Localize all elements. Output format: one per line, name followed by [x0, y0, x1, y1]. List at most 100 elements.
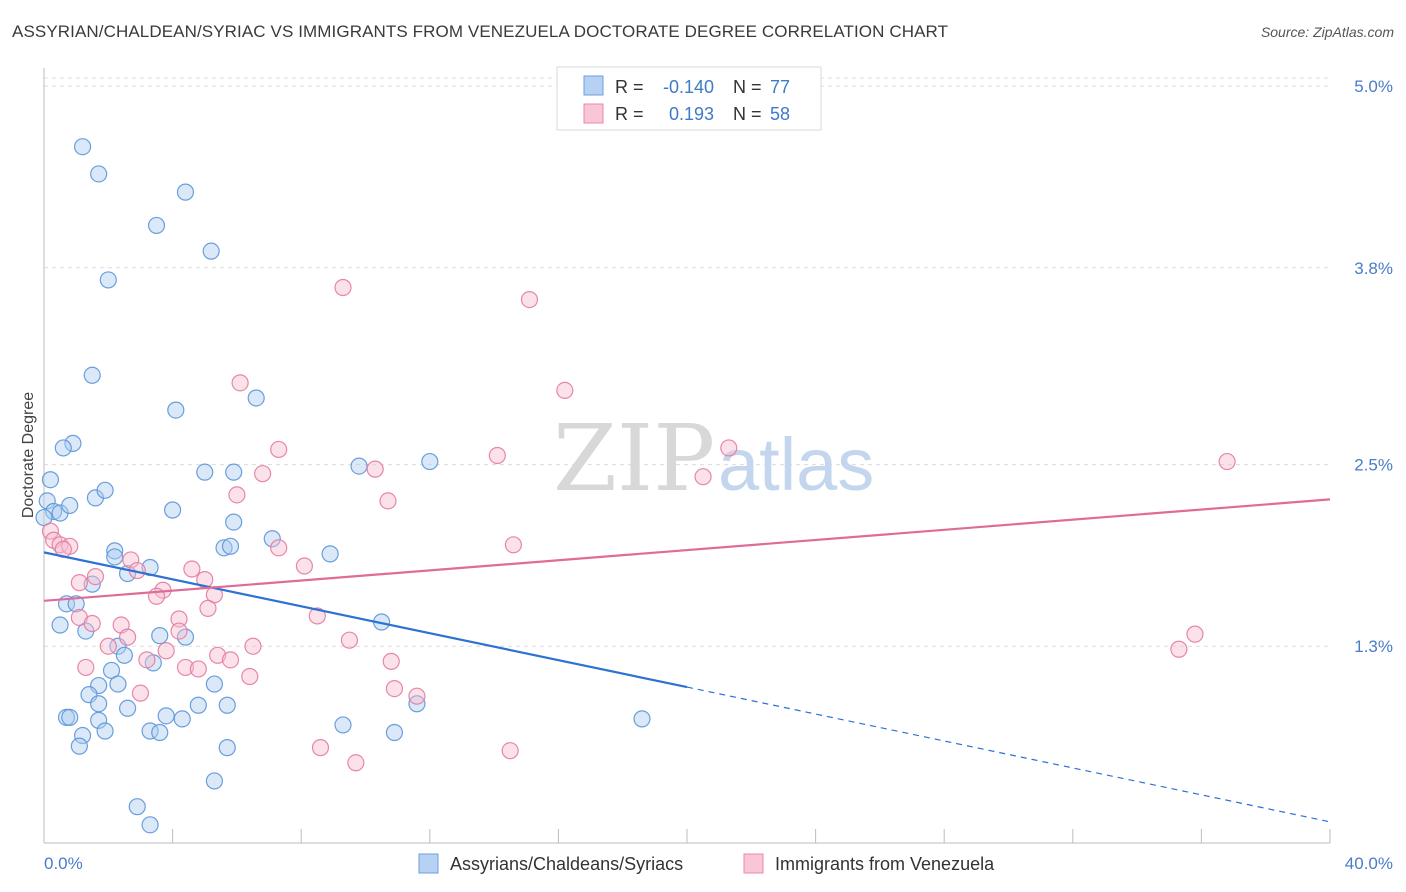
venezuela-point-10 — [366, 460, 384, 478]
assyrians-point-23 — [221, 537, 240, 555]
venezuela-point-24 — [122, 551, 140, 569]
venezuela-point-33 — [170, 610, 188, 628]
legend-n-value-1: 77 — [770, 77, 790, 97]
assyrians-point-37 — [176, 628, 195, 646]
y-tick-label-2: 3.8% — [1354, 259, 1393, 278]
venezuela-point-48 — [189, 660, 207, 678]
assyrians-point-2 — [176, 183, 195, 201]
venezuela-point-18 — [270, 539, 288, 557]
venezuela-point-53 — [1170, 640, 1188, 658]
assyrians-point-58 — [633, 710, 651, 728]
assyrians-point-15 — [45, 502, 63, 521]
correlation-legend: R = -0.140 N = 77 R = 0.193 N = 58 — [556, 66, 822, 131]
source-label: Source: ZipAtlas.com — [1260, 24, 1394, 40]
assyrians-point-21 — [225, 513, 243, 531]
assyrians-point-6 — [83, 366, 101, 384]
assyrians-point-49 — [218, 696, 236, 714]
legend-r-value-2: 0.193 — [669, 104, 714, 124]
venezuela-point-22 — [86, 567, 105, 586]
watermark-atlas: atlas — [718, 423, 874, 506]
assyrians-point-24 — [321, 545, 339, 563]
venezuela-point-51 — [408, 687, 426, 705]
y-tick-labels: 1.3% 2.5% 3.8% 5.0% — [1354, 77, 1393, 656]
assyrians-point-9 — [64, 434, 82, 452]
x-ticks — [43, 829, 1331, 843]
assyrians-point-59 — [96, 722, 114, 740]
venezuela-point-57 — [501, 742, 519, 760]
venezuela-point-30 — [199, 599, 217, 617]
y-tick-label-1: 2.5% — [1354, 456, 1393, 475]
assyrians-point-3 — [147, 216, 166, 235]
assyrians-point-67 — [141, 816, 159, 834]
assyrians-point-39 — [115, 646, 133, 664]
assyrians-point-34 — [51, 616, 69, 634]
chart-title: ASSYRIAN/CHALDEAN/SYRIAC VS IMMIGRANTS F… — [12, 22, 949, 41]
venezuela-point-56 — [347, 754, 365, 772]
assyrians-point-8 — [247, 389, 265, 407]
venezuela-point-7 — [1218, 452, 1236, 471]
trend-line-assyrians — [43, 551, 688, 689]
assyrians-point-44 — [205, 675, 223, 693]
venezuela-point-55 — [311, 739, 330, 757]
assyrians-point-26 — [225, 463, 243, 481]
x-tick-label-min: 0.0% — [44, 854, 83, 873]
venezuela-point-12 — [379, 492, 397, 510]
series-legend-swatch-pink — [743, 853, 764, 874]
assyrians-point-0 — [73, 138, 92, 156]
venezuela-point-29 — [70, 574, 88, 592]
venezuela-point-14 — [41, 522, 60, 540]
y-tick-label-3: 5.0% — [1354, 77, 1393, 96]
venezuela-point-50 — [385, 680, 404, 698]
assyrians-point-47 — [90, 695, 108, 713]
venezuela-point-13 — [504, 536, 522, 554]
assyrians-point-66 — [128, 798, 146, 816]
assyrians-point-64 — [218, 739, 236, 757]
assyrians-point-55 — [334, 716, 352, 734]
venezuela-point-43 — [138, 651, 156, 669]
assyrians-point-25 — [106, 542, 124, 560]
y-tick-label-0: 1.3% — [1354, 637, 1393, 656]
series-legend-label-pink: Immigrants from Venezuela — [775, 854, 995, 874]
assyrians-point-48 — [189, 696, 207, 714]
legend-n-label-2: N = — [733, 104, 762, 124]
assyrians-point-13 — [96, 481, 114, 499]
venezuela-point-39 — [244, 637, 262, 655]
venezuela-point-11 — [228, 486, 246, 504]
assyrians-point-11 — [41, 471, 60, 489]
venezuela-point-31 — [308, 607, 326, 625]
venezuela-point-54 — [1186, 625, 1204, 643]
trend-line-venezuela — [43, 498, 1331, 602]
venezuela-point-49 — [241, 667, 259, 686]
assyrians-point-36 — [151, 627, 169, 645]
assyrians-point-46 — [118, 699, 137, 717]
venezuela-point-36 — [170, 622, 188, 640]
venezuela-point-37 — [118, 628, 137, 646]
assyrians-point-52 — [90, 711, 108, 729]
venezuela-point-4 — [270, 440, 288, 459]
venezuela-point-46 — [77, 658, 95, 677]
legend-swatch-blue — [583, 75, 604, 96]
venezuela-point-38 — [340, 631, 359, 649]
legend-r-value-1: -0.140 — [663, 77, 714, 97]
assyrians-point-18 — [61, 496, 79, 515]
watermark: ZIP atlas — [553, 405, 874, 512]
assyrians-point-19 — [164, 501, 182, 519]
y-axis-label: Doctorate Degree — [20, 392, 37, 518]
venezuela-point-45 — [382, 652, 400, 670]
assyrians-point-20 — [263, 530, 281, 548]
assyrians-point-57 — [385, 723, 404, 742]
assyrians-point-33 — [67, 595, 85, 613]
venezuela-point-47 — [176, 658, 195, 677]
gridlines — [44, 77, 1330, 647]
series-assyrians-points — [35, 138, 651, 834]
assyrians-point-30 — [106, 548, 124, 566]
assyrians-point-54 — [173, 710, 191, 728]
venezuela-point-41 — [157, 642, 175, 660]
assyrians-point-63 — [70, 737, 88, 755]
legend-r-label-1: R = — [615, 77, 644, 97]
assyrians-point-10 — [54, 439, 72, 457]
assyrians-point-5 — [99, 271, 117, 289]
venezuela-point-44 — [221, 651, 240, 669]
venezuela-point-40 — [99, 637, 117, 655]
